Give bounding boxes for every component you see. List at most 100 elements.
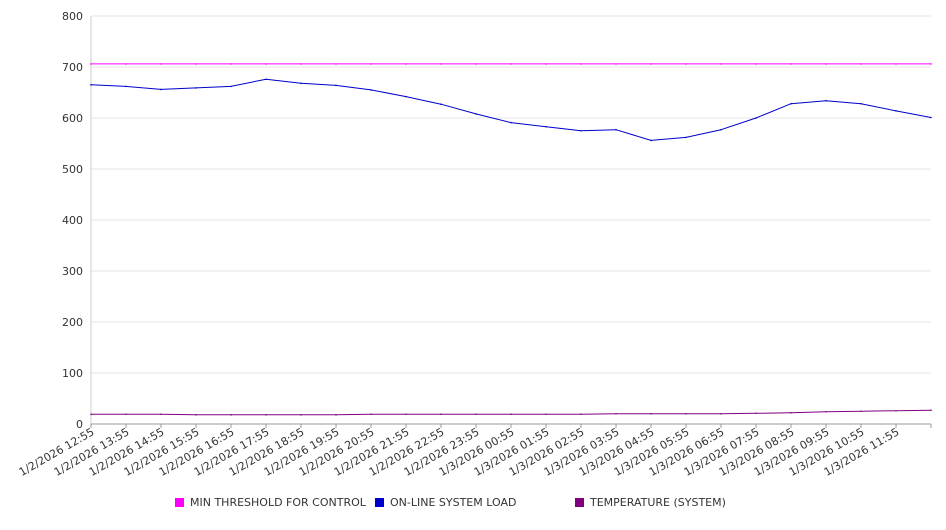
data-point (790, 411, 792, 414)
data-point (545, 125, 547, 128)
data-point (650, 63, 652, 65)
data-point (90, 413, 92, 416)
y-tick-label: 200 (62, 316, 83, 329)
legend-swatch (375, 498, 384, 507)
y-tick-label: 600 (62, 112, 83, 125)
x-axis-ticks: 1/2/2026 12:551/2/2026 13:551/2/2026 14:… (17, 424, 932, 479)
legend-item-min-threshold[interactable]: MIN THRESHOLD FOR CONTROL (175, 496, 366, 509)
data-point (580, 129, 582, 132)
data-point (755, 63, 757, 65)
data-point (860, 63, 862, 65)
data-point (370, 89, 372, 91)
data-point (230, 414, 232, 416)
legend: MIN THRESHOLD FOR CONTROL ON-LINE SYSTEM… (0, 496, 946, 516)
data-point (720, 63, 722, 65)
data-point (650, 413, 652, 415)
data-point (195, 87, 197, 89)
data-point (825, 63, 827, 65)
legend-label: ON-LINE SYSTEM LOAD (390, 496, 517, 509)
y-tick-label: 400 (62, 214, 83, 227)
data-point (825, 99, 827, 102)
data-point (300, 82, 302, 85)
data-point (370, 63, 372, 65)
series-line (90, 78, 932, 141)
data-point (265, 414, 267, 416)
gridlines (91, 15, 931, 425)
data-point (580, 413, 582, 416)
data-point (895, 110, 897, 112)
data-point (930, 409, 932, 412)
y-tick-label: 100 (62, 367, 83, 380)
y-tick-label: 0 (76, 418, 83, 431)
legend-swatch (175, 498, 184, 507)
data-point (125, 413, 127, 416)
data-point (405, 413, 407, 416)
data-point (90, 63, 92, 65)
data-point (860, 102, 862, 105)
data-point (440, 413, 442, 416)
data-point (930, 63, 932, 65)
y-tick-label: 300 (62, 265, 83, 278)
data-point (790, 102, 792, 105)
data-point (90, 84, 92, 86)
data-point (755, 412, 757, 415)
data-point (790, 63, 792, 65)
legend-label: MIN THRESHOLD FOR CONTROL (190, 496, 366, 509)
data-point (720, 128, 722, 131)
data-point (475, 413, 477, 416)
data-point (195, 414, 197, 416)
data-point (580, 63, 582, 65)
data-point (265, 78, 267, 81)
data-point (895, 63, 897, 65)
data-point (895, 409, 897, 412)
data-point (335, 63, 337, 65)
data-point (230, 63, 232, 65)
data-point (685, 413, 687, 415)
data-point (125, 63, 127, 65)
data-point (545, 413, 547, 416)
data-point (160, 413, 162, 416)
legend-item-temperature-system[interactable]: TEMPERATURE (SYSTEM) (575, 496, 726, 509)
data-point (510, 121, 512, 124)
data-point (230, 85, 232, 88)
data-point (160, 88, 162, 91)
data-point (615, 63, 617, 65)
y-tick-label: 500 (62, 163, 83, 176)
data-point (510, 413, 512, 416)
data-point (335, 84, 337, 87)
y-tick-label: 700 (62, 61, 83, 74)
data-point (860, 410, 862, 413)
data-point (300, 414, 302, 416)
data-point (755, 117, 757, 119)
data-point (125, 85, 127, 88)
legend-label: TEMPERATURE (SYSTEM) (590, 496, 726, 509)
data-point (265, 63, 267, 65)
data-point (160, 63, 162, 65)
data-point (195, 63, 197, 65)
data-point (510, 63, 512, 65)
y-tick-label: 800 (62, 10, 83, 23)
data-point (405, 63, 407, 65)
data-point (685, 136, 687, 139)
data-point (370, 413, 372, 416)
data-point (545, 63, 547, 65)
data-point (300, 63, 302, 65)
legend-swatch (575, 498, 584, 507)
legend-item-online-system-load[interactable]: ON-LINE SYSTEM LOAD (375, 496, 516, 509)
data-point (335, 414, 337, 416)
data-point (475, 63, 477, 65)
data-point (615, 128, 617, 131)
data-point (825, 410, 827, 413)
data-point (720, 413, 722, 415)
data-point (930, 116, 932, 119)
data-point (440, 63, 442, 65)
data-point (405, 95, 407, 98)
y-axis-ticks: 0 100 200 300 400 500 600 700 800 (62, 10, 83, 431)
data-point (475, 113, 477, 115)
data-point (685, 63, 687, 65)
series-lines (90, 63, 932, 416)
data-point (440, 103, 442, 106)
data-point (615, 413, 617, 415)
